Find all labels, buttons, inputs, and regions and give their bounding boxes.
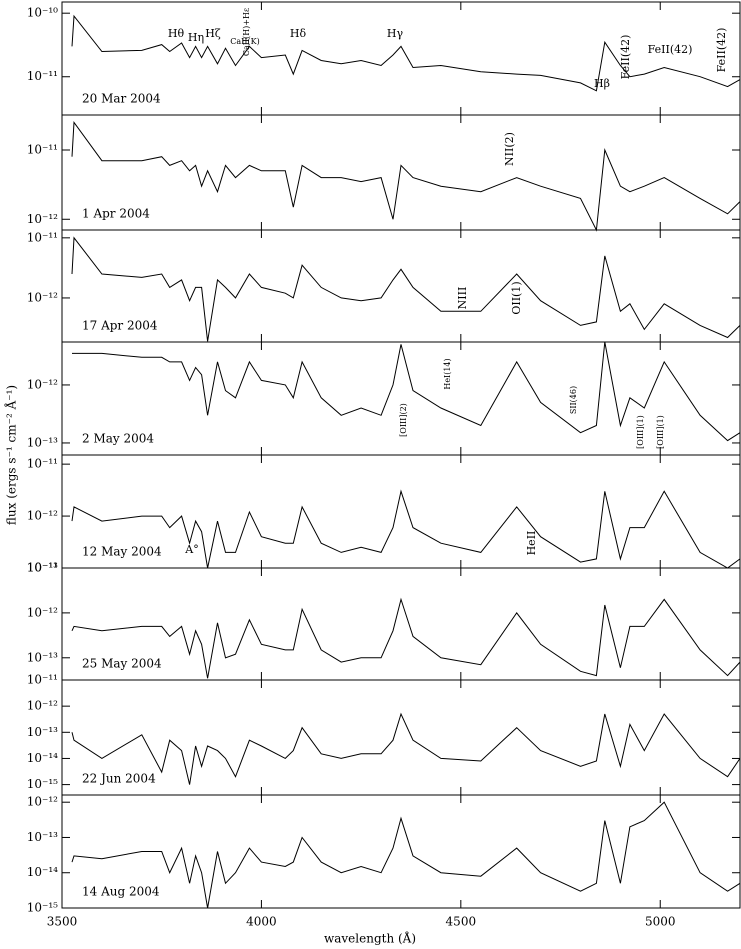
line-annotation: Hδ [290,27,307,40]
line-annotation: FeII(42) [648,43,693,56]
panel-frame [61,114,741,231]
spectrum-line [72,341,741,442]
y-tick-label: 10⁻¹² [27,795,58,809]
line-annotation: FeII(42) [715,28,728,73]
y-tick-label: 10⁻¹¹ [27,230,58,244]
x-tick-label: 4500 [446,915,477,929]
panel-date: 25 May 2004 [82,657,162,671]
y-tick-label: 10⁻¹⁴ [27,865,58,879]
y-tick-label: 10⁻¹² [27,212,58,226]
line-annotation: [OIII](1) [636,415,645,449]
y-axis-label: flux (ergs s⁻¹ cm⁻² Å⁻¹) [4,385,19,525]
spectrum-line [71,597,741,679]
y-tick-label: 10⁻¹⁵ [27,777,58,791]
spectrum-line [71,712,741,785]
y-tick-label: 10⁻¹³ [27,830,58,844]
line-annotation: [OIII](2) [399,403,408,437]
x-tick-label: 3500 [47,915,78,929]
x-axis-label: wavelength (Å) [324,931,416,946]
line-annotation: Hη [188,31,204,44]
y-tick-label: 10⁻¹¹ [27,142,58,156]
y-tick-label: 10⁻¹³ [27,435,58,449]
line-annotation: Hβ [594,77,610,90]
y-tick-label: 10⁻¹² [27,699,58,713]
y-tick-label: 10⁻¹³ [27,650,58,664]
y-tick-label: 10⁻¹² [27,377,58,391]
panel-date: 17 Apr 2004 [82,319,158,333]
spectrum-line [71,14,741,92]
panel-date: 14 Aug 2004 [82,885,160,899]
panel-date: 20 Mar 2004 [82,92,161,106]
line-annotation: Hθ [168,27,185,40]
y-tick-label: 10⁻¹¹ [27,673,58,687]
panel-date: 2 May 2004 [82,432,154,446]
x-tick-label: 4000 [246,915,277,929]
line-annotation: SII(46) [569,386,578,414]
line-annotation: A° [184,543,198,556]
x-tick-label: 5000 [645,915,676,929]
line-annotation: HeII [525,531,538,556]
panel-frame [61,1,741,116]
panel-frame [61,794,741,909]
line-annotation: CaII(K) [230,37,259,46]
spectrum-line [71,236,741,342]
panel-date: 22 Jun 2004 [82,772,156,786]
y-tick-label: 10⁻¹⁰ [27,6,58,20]
line-annotation: Hζ [205,27,221,40]
y-tick-label: 10⁻¹² [27,509,58,523]
spectrum-line [71,489,741,569]
y-tick-label: 10⁻¹³ [27,725,58,739]
spectrum-line [71,120,741,232]
y-tick-label: 10⁻¹³ [27,561,58,575]
panel-frame [61,679,741,796]
y-tick-label: 10⁻¹¹ [27,561,58,575]
panel-date: 12 May 2004 [82,545,162,559]
panel-date: 1 Apr 2004 [82,207,150,221]
spectrum-line [71,801,741,909]
panel-frame [61,229,741,343]
y-tick-label: 10⁻¹⁴ [27,751,58,765]
line-annotation: Hγ [387,27,404,40]
line-annotation: FeII(42) [619,35,632,80]
line-annotation: OII(1) [510,281,523,314]
line-annotation: NIII [456,287,469,310]
y-tick-label: 10⁻¹⁵ [27,901,58,915]
line-annotation: HeI(14) [443,358,452,389]
panel-frame [61,454,741,569]
panel-frame [61,567,741,681]
y-tick-label: 10⁻¹¹ [27,69,58,83]
line-annotation: [OIII](1) [656,415,665,449]
line-annotation: CaII(H)+Hε [242,8,251,56]
y-tick-label: 10⁻¹² [27,605,58,619]
y-tick-label: 10⁻¹² [27,290,58,304]
line-annotation: NII(2) [503,132,516,166]
y-tick-label: 10⁻¹¹ [27,457,58,471]
